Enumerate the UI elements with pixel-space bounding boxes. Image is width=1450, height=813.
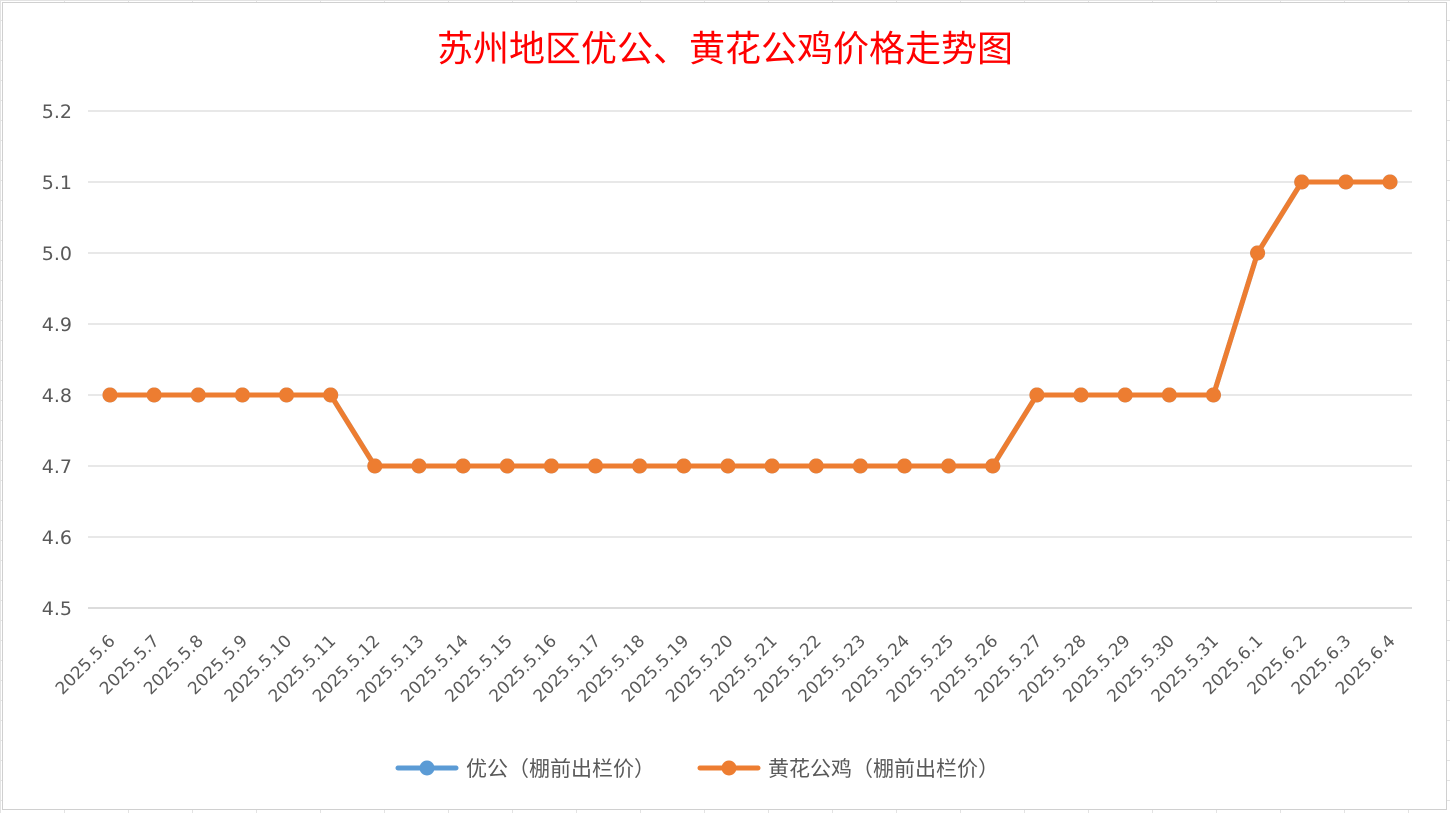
data-point[interactable] [102, 387, 118, 403]
data-point[interactable] [411, 458, 427, 474]
data-point[interactable] [543, 458, 559, 474]
gridlines [88, 110, 1412, 609]
legend-entry-0[interactable]: 优公（棚前出栏价） [395, 757, 655, 781]
y-tick-label: 4.9 [42, 314, 72, 336]
y-tick-label: 4.7 [42, 456, 72, 478]
data-point[interactable] [1205, 387, 1221, 403]
legend-marker [721, 760, 737, 776]
data-point[interactable] [367, 458, 383, 474]
data-point[interactable] [720, 458, 736, 474]
legend-label: 黄花公鸡（棚前出栏价） [768, 757, 999, 781]
data-point[interactable] [279, 387, 295, 403]
data-point[interactable] [896, 458, 912, 474]
data-point[interactable] [985, 458, 1001, 474]
data-point[interactable] [1338, 174, 1354, 190]
y-tick-label: 5.1 [42, 172, 72, 194]
data-point[interactable] [1161, 387, 1177, 403]
chart-title: 苏州地区优公、黄花公鸡价格走势图 [437, 29, 1013, 70]
y-tick-label: 5.0 [42, 243, 72, 265]
data-point[interactable] [323, 387, 339, 403]
data-point[interactable] [455, 458, 471, 474]
data-point[interactable] [146, 387, 162, 403]
data-point[interactable] [676, 458, 692, 474]
y-axis-ticks: 4.5 4.6 4.7 4.8 4.9 5.0 5.1 5.2 [42, 101, 72, 620]
series [102, 174, 1398, 474]
data-point[interactable] [764, 458, 780, 474]
x-axis-ticks: 2025.5.62025.5.72025.5.82025.5.92025.5.1… [52, 631, 1400, 706]
data-point[interactable] [632, 458, 648, 474]
y-tick-label: 4.6 [42, 527, 72, 549]
y-tick-label: 5.2 [42, 101, 72, 123]
data-point[interactable] [1250, 245, 1266, 261]
data-point[interactable] [1382, 174, 1398, 190]
data-point[interactable] [1294, 174, 1310, 190]
data-point[interactable] [941, 458, 957, 474]
data-point[interactable] [852, 458, 868, 474]
y-tick-label: 4.5 [42, 598, 72, 620]
series-1 [102, 174, 1398, 474]
legend: 优公（棚前出栏价） 黄花公鸡（棚前出栏价） [395, 757, 999, 781]
data-point[interactable] [1073, 387, 1089, 403]
legend-marker [419, 760, 435, 776]
y-tick-label: 4.8 [42, 385, 72, 407]
data-point[interactable] [588, 458, 604, 474]
data-point[interactable] [1029, 387, 1045, 403]
data-point[interactable] [1117, 387, 1133, 403]
data-point[interactable] [190, 387, 206, 403]
legend-entry-1[interactable]: 黄花公鸡（棚前出栏价） [697, 757, 999, 781]
data-point[interactable] [499, 458, 515, 474]
data-point[interactable] [808, 458, 824, 474]
data-point[interactable] [234, 387, 250, 403]
legend-label: 优公（棚前出栏价） [466, 757, 655, 781]
